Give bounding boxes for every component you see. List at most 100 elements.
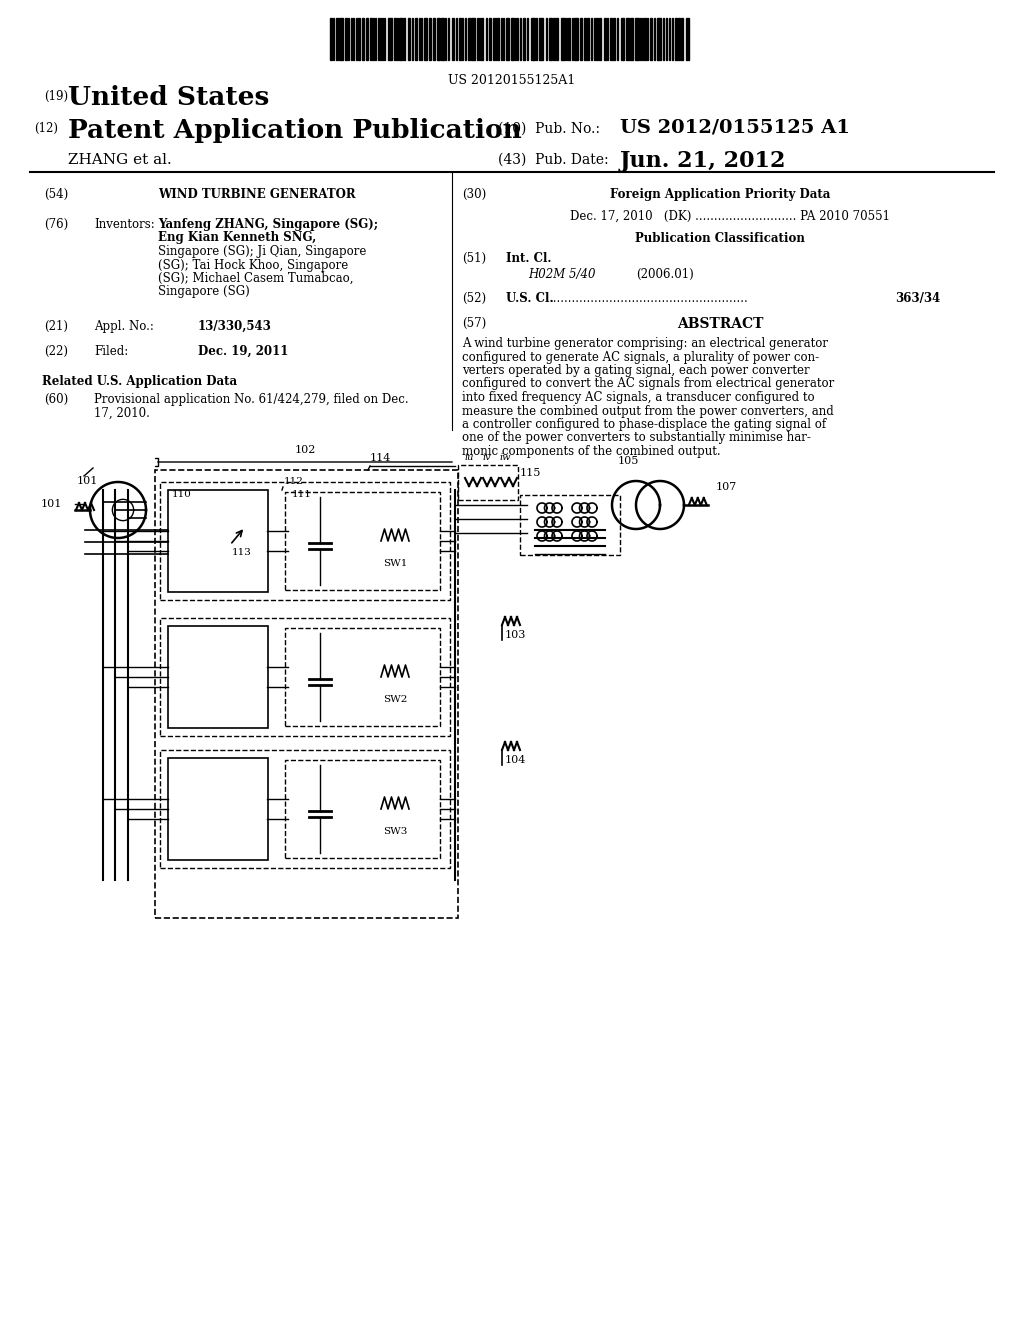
Text: ZHANG et al.: ZHANG et al. (68, 153, 172, 168)
Bar (459, 18, 461, 59)
Bar (437, 18, 440, 59)
Bar (604, 18, 606, 59)
Bar (160, 618, 450, 737)
Bar (520, 495, 620, 554)
Text: 101: 101 (77, 477, 98, 486)
Bar (584, 18, 586, 59)
Text: 115: 115 (520, 469, 542, 478)
Bar (686, 18, 689, 59)
Text: Appl. No.:: Appl. No.: (94, 319, 154, 333)
Text: a controller configured to phase-displace the gating signal of: a controller configured to phase-displac… (462, 418, 826, 432)
Text: 111: 111 (292, 490, 312, 499)
Bar (596, 18, 598, 59)
Text: 102: 102 (294, 445, 315, 455)
Bar (285, 628, 440, 726)
Bar (366, 18, 368, 59)
Text: Jun. 21, 2012: Jun. 21, 2012 (620, 150, 786, 172)
Bar (599, 18, 601, 59)
Text: 101: 101 (41, 499, 62, 510)
Text: Inventors:: Inventors: (94, 218, 155, 231)
Bar (336, 18, 338, 59)
Text: 13/330,543: 13/330,543 (198, 319, 272, 333)
Bar (630, 18, 633, 59)
Bar (358, 18, 360, 59)
Text: Dec. 17, 2010   (DK) ........................... PA 2010 70551: Dec. 17, 2010 (DK) .....................… (570, 210, 890, 223)
Bar (285, 760, 440, 858)
Bar (626, 18, 629, 59)
Text: (76): (76) (44, 218, 69, 231)
Text: (54): (54) (44, 187, 69, 201)
Bar (531, 18, 535, 59)
Text: 105: 105 (618, 455, 639, 466)
Text: (52): (52) (462, 292, 486, 305)
Text: ABSTRACT: ABSTRACT (677, 317, 763, 331)
Bar (362, 18, 364, 59)
Text: Singapore (SG): Singapore (SG) (158, 285, 250, 298)
Text: (10)  Pub. No.:: (10) Pub. No.: (498, 121, 600, 136)
Bar (497, 18, 499, 59)
Text: (2006.01): (2006.01) (636, 268, 693, 281)
Bar (657, 18, 662, 59)
Bar (160, 482, 450, 601)
Bar (370, 18, 372, 59)
Bar (489, 18, 490, 59)
Bar (650, 18, 652, 59)
Bar (168, 758, 268, 861)
Text: 110: 110 (172, 490, 191, 499)
Bar (168, 490, 268, 591)
Bar (678, 18, 680, 59)
Bar (644, 18, 646, 59)
Text: Foreign Application Priority Data: Foreign Application Priority Data (610, 187, 830, 201)
Bar (568, 18, 570, 59)
Bar (471, 18, 475, 59)
Text: Singapore (SG); Ji Qian, Singapore: Singapore (SG); Ji Qian, Singapore (158, 246, 367, 257)
Bar (415, 18, 417, 59)
Bar (339, 18, 343, 59)
Bar (458, 465, 518, 500)
Text: 363/34: 363/34 (895, 292, 940, 305)
Bar (408, 18, 410, 59)
Text: configured to generate AC signals, a plurality of power con-: configured to generate AC signals, a plu… (462, 351, 819, 363)
Text: SW3: SW3 (383, 828, 408, 836)
Bar (452, 18, 454, 59)
Text: iu: iu (464, 453, 474, 462)
Text: Publication Classification: Publication Classification (635, 232, 805, 246)
Bar (561, 18, 565, 59)
Bar (403, 18, 406, 59)
Text: A wind turbine generator comprising: an electrical generator: A wind turbine generator comprising: an … (462, 337, 828, 350)
Text: (30): (30) (462, 187, 486, 201)
Bar (681, 18, 683, 59)
Bar (556, 18, 558, 59)
Bar (574, 18, 578, 59)
Bar (345, 18, 347, 59)
Bar (549, 18, 552, 59)
Text: US 2012/0155125 A1: US 2012/0155125 A1 (620, 117, 850, 136)
Bar (468, 18, 470, 59)
Bar (330, 18, 332, 59)
Text: (SG); Michael Casem Tumabcao,: (SG); Michael Casem Tumabcao, (158, 272, 353, 285)
Text: Provisional application No. 61/424,279, filed on Dec.: Provisional application No. 61/424,279, … (94, 393, 409, 407)
Bar (481, 18, 483, 59)
Text: 104: 104 (505, 755, 526, 766)
Bar (433, 18, 435, 59)
Bar (388, 18, 392, 59)
Text: (19): (19) (44, 90, 69, 103)
Text: (60): (60) (44, 393, 69, 407)
Bar (394, 18, 396, 59)
Text: (21): (21) (44, 319, 68, 333)
Text: (57): (57) (462, 317, 486, 330)
Bar (429, 18, 431, 59)
Bar (580, 18, 582, 59)
Text: configured to convert the AC signals from electrical generator: configured to convert the AC signals fro… (462, 378, 835, 391)
Text: Int. Cl.: Int. Cl. (506, 252, 552, 265)
Text: (43)  Pub. Date:: (43) Pub. Date: (498, 153, 608, 168)
Text: one of the power converters to substantially minimise har-: one of the power converters to substanti… (462, 432, 811, 445)
Text: SW2: SW2 (383, 696, 408, 704)
Bar (613, 18, 615, 59)
Text: Related U.S. Application Data: Related U.S. Application Data (42, 375, 238, 388)
Bar (539, 18, 543, 59)
Text: Eng Kian Kenneth SNG,: Eng Kian Kenneth SNG, (158, 231, 316, 244)
Bar (155, 470, 458, 917)
Bar (424, 18, 427, 59)
Text: verters operated by a gating signal, each power converter: verters operated by a gating signal, eac… (462, 364, 810, 378)
